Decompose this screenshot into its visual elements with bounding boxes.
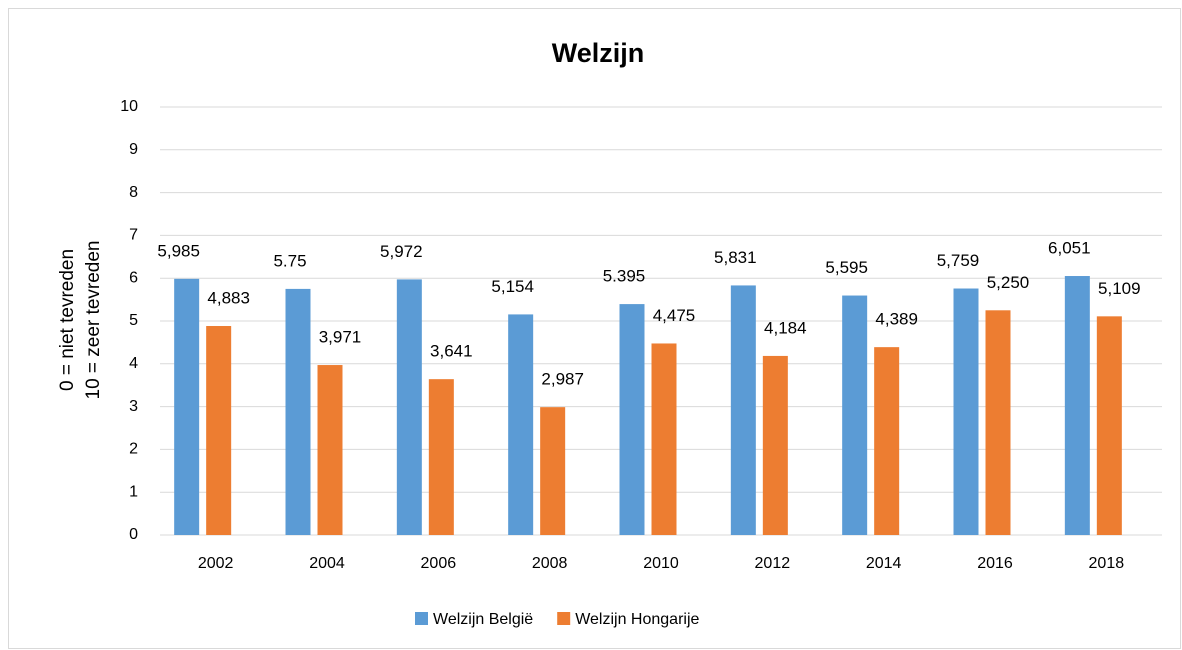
y-tick-label: 7 <box>129 227 138 244</box>
bar <box>1064 276 1090 535</box>
bar <box>285 288 311 535</box>
data-label: 3,971 <box>319 328 362 347</box>
bar <box>428 379 454 535</box>
data-label: 4,184 <box>764 318 807 337</box>
x-tick-label: 2008 <box>532 555 568 572</box>
bar <box>174 278 200 535</box>
y-tick-label: 8 <box>129 184 138 201</box>
bar <box>508 314 534 535</box>
x-tick-label: 2002 <box>198 555 234 572</box>
y-tick-label: 6 <box>129 269 138 286</box>
data-label: 6,051 <box>1048 239 1091 258</box>
x-tick-label: 2004 <box>309 555 345 572</box>
data-label: 5.395 <box>603 267 646 286</box>
y-tick-label: 10 <box>120 98 138 115</box>
data-label: 4,389 <box>875 310 918 329</box>
x-tick-label: 2018 <box>1089 555 1125 572</box>
data-label: 5,831 <box>714 248 757 267</box>
bar <box>874 347 900 535</box>
bar <box>540 407 566 535</box>
chart-border <box>8 8 1181 649</box>
bar <box>396 279 422 535</box>
legend-swatch <box>415 612 428 625</box>
bar <box>619 304 645 535</box>
legend-swatch <box>557 612 571 625</box>
bar <box>953 288 979 535</box>
y-tick-label: 9 <box>129 141 138 158</box>
bar <box>730 285 756 535</box>
data-label: 5.75 <box>273 251 306 270</box>
legend-label: Welzijn België <box>433 611 533 628</box>
chart-title: Welzijn <box>552 38 645 68</box>
data-label: 2,987 <box>541 370 584 389</box>
x-tick-label: 2016 <box>977 555 1013 572</box>
y-axis-label: 10 = zeer tevreden <box>83 241 104 400</box>
bar <box>317 365 343 535</box>
bar <box>1096 316 1122 535</box>
data-label: 5,759 <box>937 251 980 270</box>
data-label: 3,641 <box>430 342 473 361</box>
data-label: 5,972 <box>380 242 423 261</box>
y-axis-label: 0 = niet tevreden <box>57 249 78 391</box>
y-tick-label: 4 <box>129 355 138 372</box>
data-label: 5,595 <box>825 258 868 277</box>
legend-label: Welzijn Hongarije <box>575 611 699 628</box>
data-label: 5,154 <box>491 277 534 296</box>
x-tick-label: 2012 <box>755 555 791 572</box>
y-tick-label: 0 <box>129 526 138 543</box>
data-label: 5,250 <box>987 273 1030 292</box>
bar <box>985 310 1011 535</box>
y-tick-label: 2 <box>129 441 138 458</box>
y-tick-label: 3 <box>129 398 138 415</box>
y-tick-label: 5 <box>129 312 138 329</box>
bar <box>651 343 677 535</box>
x-tick-label: 2014 <box>866 555 902 572</box>
x-tick-label: 2006 <box>421 555 457 572</box>
data-label: 4,475 <box>653 306 696 325</box>
data-label: 5,985 <box>157 241 200 260</box>
bar <box>206 326 232 535</box>
y-tick-label: 1 <box>129 483 138 500</box>
data-label: 5,109 <box>1098 279 1141 298</box>
data-label: 4,883 <box>207 288 250 307</box>
bar <box>842 295 868 535</box>
bar <box>762 355 788 535</box>
x-tick-label: 2010 <box>643 555 679 572</box>
